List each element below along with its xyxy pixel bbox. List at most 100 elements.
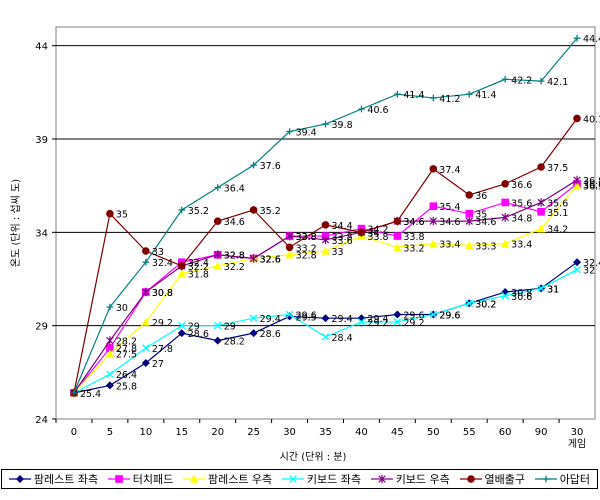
data-point bbox=[189, 474, 199, 483]
data-label: 34.6 bbox=[403, 217, 424, 228]
data-point bbox=[573, 34, 581, 42]
data-label: 33.3 bbox=[475, 241, 496, 252]
y-tick-label: 29 bbox=[35, 322, 48, 333]
data-point bbox=[321, 246, 330, 255]
data-point bbox=[357, 228, 366, 237]
x-tick-label: 25 bbox=[247, 427, 260, 438]
data-point bbox=[501, 75, 509, 83]
x-tick-label: 40 bbox=[355, 427, 368, 438]
data-point bbox=[322, 120, 329, 128]
data-label: 29.4 bbox=[260, 314, 281, 325]
data-point bbox=[465, 191, 474, 199]
legend-swatch bbox=[182, 474, 205, 483]
data-point bbox=[429, 165, 438, 173]
legend-swatch bbox=[8, 474, 31, 484]
data-point bbox=[429, 202, 438, 210]
data-label: 29.4 bbox=[367, 314, 388, 325]
data-label: 27.8 bbox=[116, 344, 137, 355]
data-label: 36.4 bbox=[224, 184, 245, 195]
data-point bbox=[141, 358, 150, 368]
data-label: 30.6 bbox=[511, 292, 532, 303]
data-point bbox=[358, 105, 365, 113]
data-point bbox=[394, 90, 401, 98]
data-point bbox=[177, 329, 186, 338]
data-label: 28.6 bbox=[188, 329, 209, 340]
data-point bbox=[249, 206, 258, 214]
data-label: 32.6 bbox=[260, 254, 281, 265]
data-point bbox=[177, 268, 186, 278]
data-point bbox=[177, 262, 186, 270]
data-point bbox=[213, 250, 222, 260]
data-point bbox=[142, 247, 150, 255]
legend-item-3: 팜레스트 우측 bbox=[182, 471, 272, 487]
data-label: 33.2 bbox=[403, 243, 424, 254]
series-6 bbox=[70, 114, 581, 397]
data-point bbox=[466, 475, 475, 483]
data-label: 28.2 bbox=[116, 337, 137, 348]
data-point bbox=[537, 77, 545, 85]
x-tick-label: 10 bbox=[139, 427, 152, 438]
data-label: 33.8 bbox=[403, 232, 424, 243]
data-label: 35.4 bbox=[439, 202, 460, 213]
data-point bbox=[105, 349, 115, 358]
data-label: 26.4 bbox=[116, 370, 137, 381]
data-label: 33.6 bbox=[332, 236, 353, 247]
x-tick-label: 50 bbox=[427, 427, 440, 438]
data-point bbox=[465, 299, 473, 308]
data-label: 33.2 bbox=[296, 243, 317, 254]
x-tick-label: 90 bbox=[535, 427, 548, 438]
data-point bbox=[70, 389, 78, 397]
data-label: 33.8 bbox=[296, 232, 317, 243]
data-label: 32.6 bbox=[260, 254, 281, 265]
data-point bbox=[106, 370, 114, 378]
legend-item-7: 아답터 bbox=[534, 471, 590, 487]
data-label: 27.8 bbox=[152, 344, 173, 355]
data-point bbox=[573, 265, 581, 274]
data-label: 29.6 bbox=[403, 310, 424, 321]
data-label: 30 bbox=[116, 303, 128, 314]
data-label: 27.5 bbox=[116, 350, 137, 361]
x-tick-label: 0 bbox=[71, 427, 77, 438]
data-label: 37.6 bbox=[260, 161, 281, 172]
series-2-labels: 27.830.832.432.8 32.633.8 33.834.233.835.4… bbox=[116, 180, 600, 355]
legend-swatch bbox=[534, 475, 557, 483]
data-point bbox=[141, 317, 150, 326]
data-point bbox=[573, 114, 581, 123]
data-label: 34.4 bbox=[332, 221, 353, 232]
data-point bbox=[465, 209, 474, 218]
data-point bbox=[537, 198, 545, 207]
data-point bbox=[142, 258, 150, 266]
data-label: 34.6 bbox=[475, 217, 496, 228]
data-label: 34.2 bbox=[367, 225, 388, 236]
legend-item-5: 키보드 우측 bbox=[370, 471, 450, 487]
data-point bbox=[465, 240, 474, 250]
data-label: 33.4 bbox=[439, 240, 460, 251]
data-label: 31 bbox=[547, 284, 559, 295]
series-7-labels: 30 32.4 35.2 36.4 37.6 39.4 39.8 40.6 41.4 41.2 41… bbox=[116, 34, 600, 314]
data-point bbox=[285, 231, 294, 241]
x-tick-label: 30 게임 bbox=[568, 427, 586, 450]
data-point bbox=[572, 181, 582, 190]
data-label: 35 bbox=[116, 210, 128, 221]
data-label: 31.8 bbox=[188, 269, 209, 280]
data-point bbox=[321, 314, 330, 323]
series-7 bbox=[70, 34, 581, 397]
data-label: 42.1 bbox=[547, 77, 568, 88]
data-label: 32.4 bbox=[188, 258, 209, 269]
data-point bbox=[214, 184, 221, 191]
data-point bbox=[286, 128, 293, 135]
data-label: 44.4 bbox=[583, 34, 600, 45]
data-label: 35.2 bbox=[188, 206, 209, 217]
data-point bbox=[501, 198, 509, 207]
x-tick-label: 20 bbox=[211, 427, 224, 438]
data-label: 32.2 bbox=[224, 262, 245, 273]
data-label: 36.6 bbox=[511, 180, 532, 191]
data-label: 41.4 bbox=[475, 90, 496, 101]
y-tick-label: 44 bbox=[35, 42, 48, 53]
data-point bbox=[106, 303, 114, 311]
data-label: 35.6 bbox=[547, 198, 568, 209]
data-label: 32.4 bbox=[583, 258, 600, 269]
data-point bbox=[537, 284, 545, 293]
data-point bbox=[501, 239, 510, 248]
